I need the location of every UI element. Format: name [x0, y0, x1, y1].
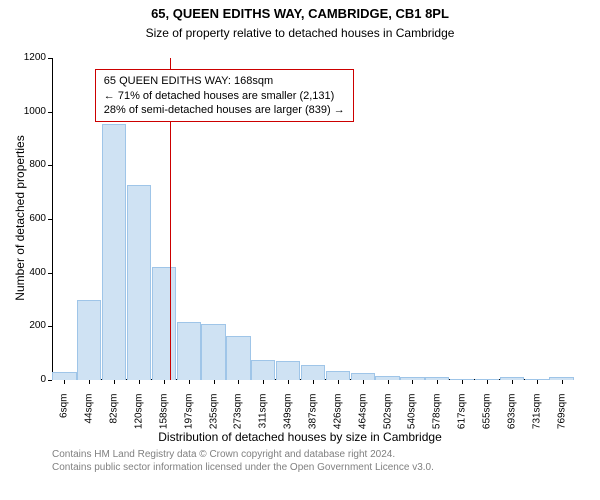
x-tick-mark — [562, 380, 563, 384]
attribution-line: Contains public sector information licen… — [52, 461, 434, 474]
y-tick-label: 200 — [0, 320, 46, 331]
x-tick-label: 540sqm — [407, 394, 418, 444]
histogram-bar — [351, 373, 375, 380]
x-tick-mark — [412, 380, 413, 384]
y-tick-label: 1000 — [0, 106, 46, 117]
x-tick-mark — [89, 380, 90, 384]
x-tick-label: 769sqm — [556, 394, 567, 444]
histogram-bar — [152, 267, 176, 380]
x-tick-label: 617sqm — [457, 394, 468, 444]
x-tick-label: 120sqm — [134, 394, 145, 444]
x-tick-label: 273sqm — [233, 394, 244, 444]
x-tick-mark — [214, 380, 215, 384]
x-tick-mark — [537, 380, 538, 384]
y-tick-mark — [48, 58, 52, 59]
histogram-bar — [77, 300, 101, 381]
x-tick-label: 311sqm — [258, 394, 269, 444]
y-axis-line — [52, 58, 53, 380]
annotation-line: 28% of semi-detached houses are larger (… — [104, 103, 345, 117]
y-tick-mark — [48, 380, 52, 381]
y-tick-label: 800 — [0, 159, 46, 170]
x-tick-mark — [238, 380, 239, 384]
x-tick-label: 6sqm — [59, 394, 70, 444]
x-tick-mark — [487, 380, 488, 384]
x-tick-label: 731sqm — [531, 394, 542, 444]
y-tick-label: 400 — [0, 267, 46, 278]
x-tick-mark — [164, 380, 165, 384]
x-tick-label: 655sqm — [482, 394, 493, 444]
histogram-bar — [52, 372, 76, 380]
y-tick-mark — [48, 112, 52, 113]
y-tick-mark — [48, 165, 52, 166]
y-tick-label: 1200 — [0, 52, 46, 63]
y-tick-label: 0 — [0, 374, 46, 385]
histogram-bar — [276, 361, 300, 380]
x-tick-label: 464sqm — [357, 394, 368, 444]
chart-container: { "chart": { "type": "histogram", "title… — [0, 0, 600, 500]
histogram-bar — [326, 371, 350, 380]
histogram-bar — [127, 185, 151, 380]
x-tick-label: 426sqm — [332, 394, 343, 444]
annotation-box: 65 QUEEN EDITHS WAY: 168sqm← 71% of deta… — [95, 69, 354, 122]
x-tick-mark — [288, 380, 289, 384]
chart-title: 65, QUEEN EDITHS WAY, CAMBRIDGE, CB1 8PL — [0, 6, 600, 21]
x-tick-label: 197sqm — [183, 394, 194, 444]
y-tick-label: 600 — [0, 213, 46, 224]
y-tick-mark — [48, 326, 52, 327]
y-tick-mark — [48, 219, 52, 220]
x-tick-mark — [64, 380, 65, 384]
annotation-line: ← 71% of detached houses are smaller (2,… — [104, 89, 345, 103]
x-tick-mark — [313, 380, 314, 384]
x-tick-label: 158sqm — [158, 394, 169, 444]
x-tick-mark — [114, 380, 115, 384]
y-tick-mark — [48, 273, 52, 274]
histogram-bar — [301, 365, 325, 380]
x-tick-label: 349sqm — [283, 394, 294, 444]
x-tick-mark — [189, 380, 190, 384]
x-tick-mark — [263, 380, 264, 384]
annotation-line: 65 QUEEN EDITHS WAY: 168sqm — [104, 74, 345, 88]
histogram-bar — [201, 324, 225, 380]
histogram-bar — [102, 124, 126, 380]
attribution-line: Contains HM Land Registry data © Crown c… — [52, 448, 434, 461]
x-tick-label: 387sqm — [308, 394, 319, 444]
x-tick-mark — [388, 380, 389, 384]
x-tick-mark — [437, 380, 438, 384]
histogram-bar — [177, 322, 201, 380]
x-tick-label: 235sqm — [208, 394, 219, 444]
histogram-bar — [226, 336, 250, 380]
x-tick-label: 44sqm — [84, 394, 95, 444]
x-tick-mark — [139, 380, 140, 384]
x-tick-mark — [512, 380, 513, 384]
x-tick-mark — [363, 380, 364, 384]
x-tick-label: 578sqm — [432, 394, 443, 444]
x-tick-label: 502sqm — [382, 394, 393, 444]
x-tick-mark — [338, 380, 339, 384]
chart-subtitle: Size of property relative to detached ho… — [0, 26, 600, 40]
x-tick-mark — [462, 380, 463, 384]
attribution-text: Contains HM Land Registry data © Crown c… — [52, 448, 434, 474]
x-tick-label: 693sqm — [506, 394, 517, 444]
x-tick-label: 82sqm — [109, 394, 120, 444]
histogram-bar — [251, 360, 275, 380]
